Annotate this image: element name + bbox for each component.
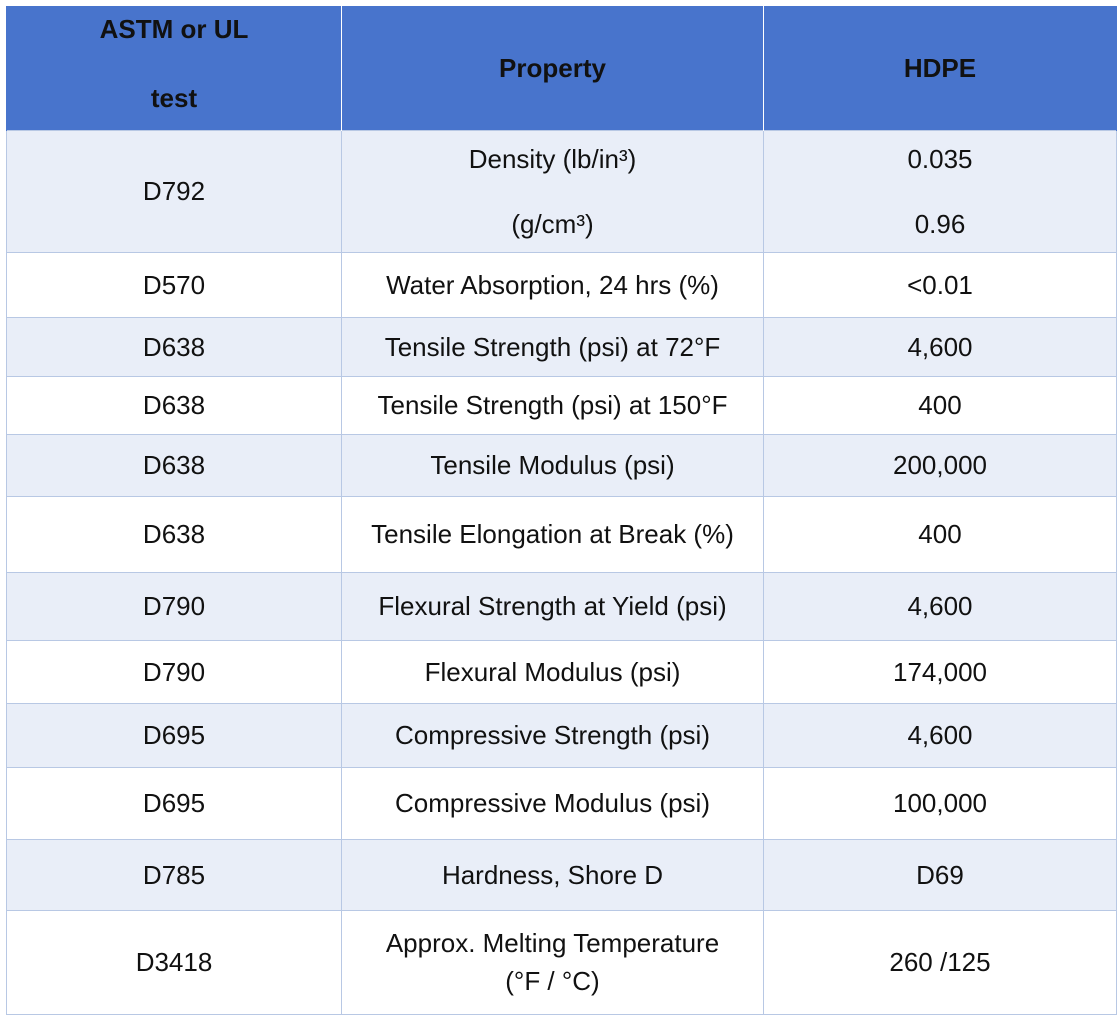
cell-property: Tensile Elongation at Break (%) <box>341 496 764 573</box>
table-row: D638 Tensile Modulus (psi) 200,000 <box>6 434 1117 497</box>
table-row: D570 Water Absorption, 24 hrs (%) <0.01 <box>6 252 1117 318</box>
table-row: D790 Flexural Strength at Yield (psi) 4,… <box>6 572 1117 641</box>
cell-value: 4,600 <box>763 317 1117 377</box>
cell-test: D638 <box>6 317 342 377</box>
cell-test: D3418 <box>6 910 342 1015</box>
cell-value-line: 0.96 <box>914 208 966 239</box>
cell-test: D695 <box>6 703 342 768</box>
cell-property: Flexural Strength at Yield (psi) <box>341 572 764 641</box>
header-material: HDPE <box>763 6 1117 131</box>
table-row: D790 Flexural Modulus (psi) 174,000 <box>6 640 1117 704</box>
cell-property: Flexural Modulus (psi) <box>341 640 764 704</box>
cell-value: 200,000 <box>763 434 1117 497</box>
cell-test: D570 <box>6 252 342 318</box>
header-property: Property <box>341 6 764 131</box>
cell-value: 400 <box>763 376 1117 435</box>
table-row: D3418 Approx. Melting Temperature (°F / … <box>6 910 1117 1015</box>
cell-property: Tensile Strength (psi) at 72°F <box>341 317 764 377</box>
header-test: ASTM or UL test <box>6 6 342 131</box>
header-row: ASTM or UL test Property HDPE <box>6 6 1117 131</box>
cell-property-line: Density (lb/in³) <box>468 143 637 174</box>
table-row: D638 Tensile Strength (psi) at 72°F 4,60… <box>6 317 1117 377</box>
cell-value: 100,000 <box>763 767 1117 840</box>
cell-property: Density (lb/in³) (g/cm³) <box>341 130 764 253</box>
cell-property: Compressive Modulus (psi) <box>341 767 764 840</box>
header-test-line2: test <box>150 83 198 113</box>
properties-table: ASTM or UL test Property HDPE D792 Densi… <box>6 6 1117 1015</box>
cell-test: D785 <box>6 839 342 911</box>
table-row: D695 Compressive Strength (psi) 4,600 <box>6 703 1117 768</box>
header-test-line1: ASTM or UL <box>99 14 249 44</box>
cell-test: D638 <box>6 434 342 497</box>
cell-value: 4,600 <box>763 572 1117 641</box>
cell-value: 260 /125 <box>763 910 1117 1015</box>
cell-value: <0.01 <box>763 252 1117 318</box>
cell-test: D790 <box>6 640 342 704</box>
cell-value: D69 <box>763 839 1117 911</box>
cell-property: Tensile Modulus (psi) <box>341 434 764 497</box>
cell-property: Compressive Strength (psi) <box>341 703 764 768</box>
cell-test: D792 <box>6 130 342 253</box>
table-row: D638 Tensile Elongation at Break (%) 400 <box>6 496 1117 573</box>
table-row: D695 Compressive Modulus (psi) 100,000 <box>6 767 1117 840</box>
cell-value: 4,600 <box>763 703 1117 768</box>
table-row: D792 Density (lb/in³) (g/cm³) 0.035 0.96 <box>6 130 1117 253</box>
cell-property-line: (g/cm³) <box>511 208 594 239</box>
cell-test: D790 <box>6 572 342 641</box>
cell-property: Tensile Strength (psi) at 150°F <box>341 376 764 435</box>
cell-value-line: 0.035 <box>907 143 973 174</box>
cell-test: D638 <box>6 496 342 573</box>
cell-value: 400 <box>763 496 1117 573</box>
cell-property: Approx. Melting Temperature (°F / °C) <box>341 910 764 1015</box>
cell-value: 174,000 <box>763 640 1117 704</box>
cell-value: 0.035 0.96 <box>763 130 1117 253</box>
cell-property: Hardness, Shore D <box>341 839 764 911</box>
cell-test: D695 <box>6 767 342 840</box>
cell-test: D638 <box>6 376 342 435</box>
cell-property-line: (°F / °C) <box>505 965 600 996</box>
table-row: D638 Tensile Strength (psi) at 150°F 400 <box>6 376 1117 435</box>
cell-property: Water Absorption, 24 hrs (%) <box>341 252 764 318</box>
cell-property-line: Approx. Melting Temperature <box>385 928 720 959</box>
table-row: D785 Hardness, Shore D D69 <box>6 839 1117 911</box>
